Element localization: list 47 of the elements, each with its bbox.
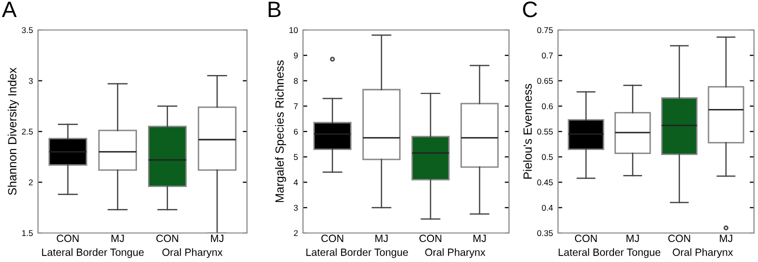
text: Lateral Border Tongue xyxy=(306,248,408,258)
y-tick-label: 0.7 xyxy=(542,52,553,58)
x-tick-label: CON xyxy=(321,234,344,242)
y-tick-label: 8 xyxy=(294,78,298,84)
y-tick-label: 2.5 xyxy=(22,128,33,135)
y-axis-title: Margalef Species Richness xyxy=(275,60,286,202)
x-tick-label: MJ xyxy=(626,234,639,242)
y-tick-label: 2 xyxy=(294,230,298,236)
y-tick-label: 0.75 xyxy=(537,27,553,34)
x-tick-label: MJ xyxy=(375,234,388,242)
y-tick-label: 0.5 xyxy=(542,154,553,160)
y-tick-label: 9 xyxy=(294,52,298,58)
text: Lateral Border Tongue xyxy=(558,248,660,258)
y-tick-label: 3.5 xyxy=(22,27,33,34)
y-tick-label: 0.65 xyxy=(537,78,553,84)
y-tick-label: 6 xyxy=(294,128,298,135)
x-tick-label: CON xyxy=(156,234,178,242)
y-tick-label: 10 xyxy=(290,27,298,34)
x-tick-label: CON xyxy=(668,234,690,242)
y-tick-label: 3 xyxy=(28,78,33,84)
x-tick-label: MJ xyxy=(720,234,732,242)
x-tick-label: MJ xyxy=(112,234,124,242)
y-tick-label: 0.6 xyxy=(542,103,553,110)
y-tick-label: 5 xyxy=(294,154,298,160)
y-tick-label: 0.45 xyxy=(537,179,553,186)
x-tick-label: CON xyxy=(56,234,79,242)
y-tick-label: 3 xyxy=(294,204,298,211)
x-tick-label: CON xyxy=(574,234,597,242)
x-tick-label: MJ xyxy=(211,234,224,242)
y-tick-label: 0.35 xyxy=(537,230,553,236)
x-tick-label: CON xyxy=(419,234,442,242)
y-tick-label: 2 xyxy=(28,179,33,186)
y-tick-label: 4 xyxy=(294,180,298,186)
chart-title: C xyxy=(523,2,538,18)
text: Oral Pharynx xyxy=(162,248,223,258)
y-tick-label: 7 xyxy=(294,103,298,110)
chart-title: A xyxy=(2,2,17,18)
y-tick-label: 0.4 xyxy=(542,204,553,211)
y-tick-label: 0.55 xyxy=(537,128,553,135)
text: Oral Pharynx xyxy=(425,248,486,258)
y-axis-title: Pielou's Evenness xyxy=(523,84,532,179)
text: Oral Pharynx xyxy=(672,248,733,258)
text: Lateral Border Tongue xyxy=(42,248,144,258)
y-axis-title: Shannon Diversity Index xyxy=(8,68,19,195)
chart-title: B xyxy=(268,2,281,18)
y-tick-label: 1.5 xyxy=(22,230,33,236)
x-tick-label: MJ xyxy=(473,234,486,242)
